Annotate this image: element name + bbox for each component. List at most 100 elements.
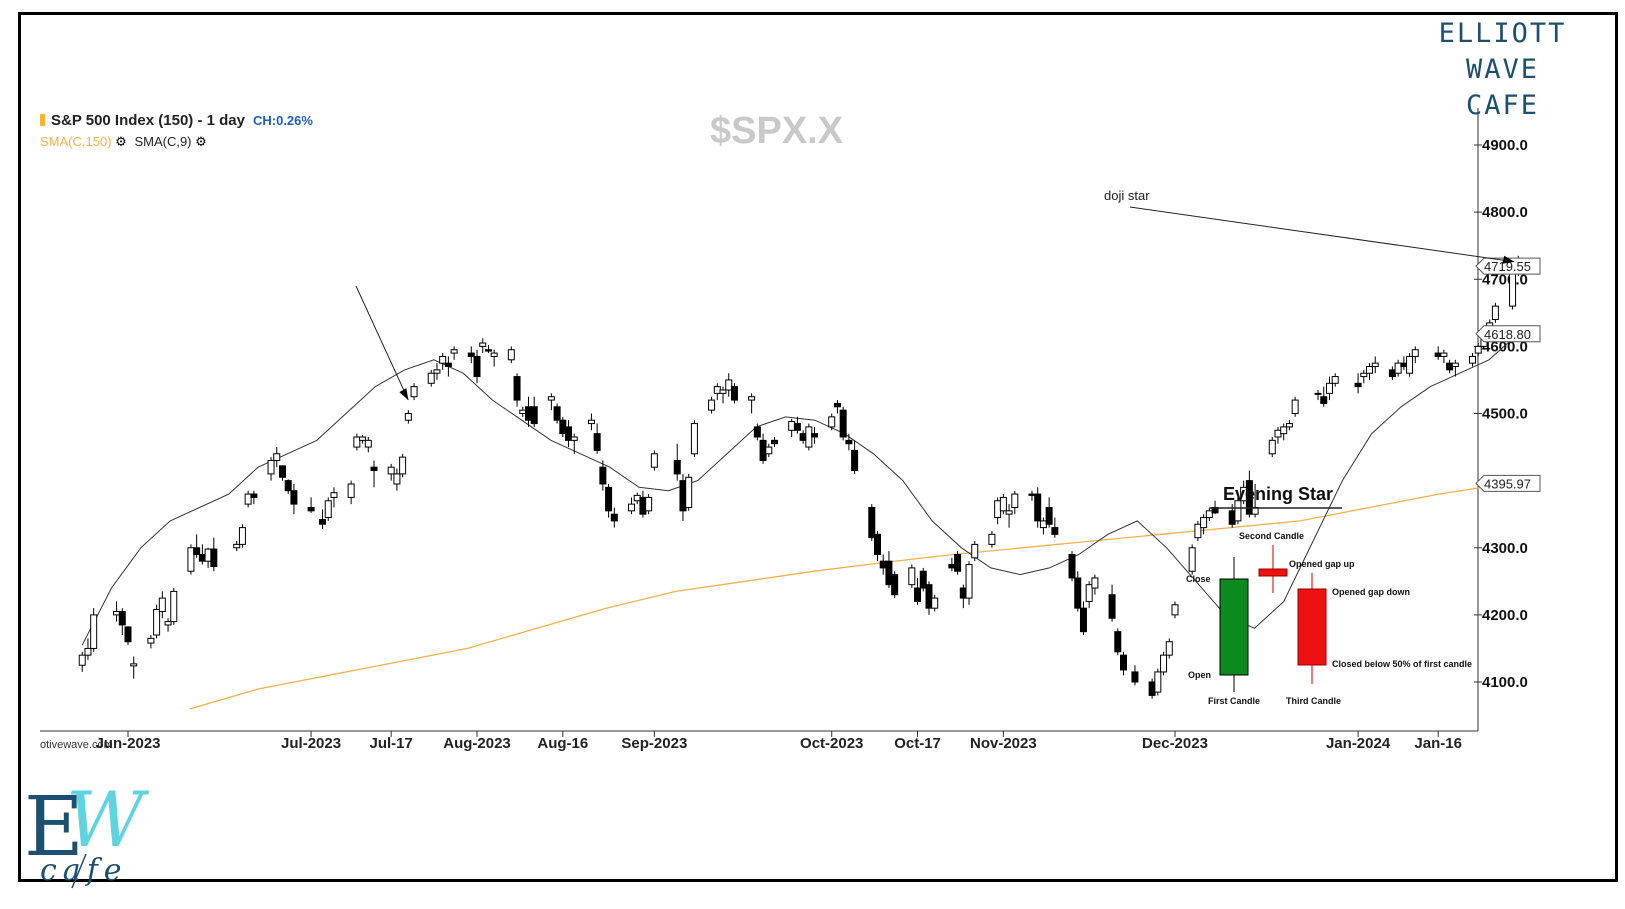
candle [1411, 346, 1419, 364]
candle [793, 416, 801, 434]
bear-candle-body [1079, 607, 1087, 633]
bull-candle-body [999, 496, 1007, 512]
bear-candle-body [679, 480, 687, 512]
bear-candle-body [879, 560, 887, 569]
bull-candle-body [1314, 392, 1322, 395]
bear-candle-body [444, 362, 452, 368]
candle [765, 443, 773, 458]
candle [1245, 470, 1253, 518]
bear-candle-body [513, 376, 521, 401]
sma150-line [189, 482, 1509, 710]
gear-icon[interactable]: ⚙ [115, 134, 127, 149]
bear-candle-body [524, 406, 532, 421]
candle [988, 530, 996, 548]
bear-candle-body [1045, 506, 1053, 525]
sma9-label[interactable]: SMA(C,9) [134, 134, 192, 149]
sma9-line [81, 333, 1519, 646]
candle [204, 547, 212, 568]
candle [410, 383, 418, 401]
bull-candle-body [713, 386, 721, 394]
bull-candle-body [170, 590, 178, 623]
candle [507, 346, 515, 364]
svg-text:E: E [26, 780, 84, 875]
bull-candle-body [113, 611, 121, 616]
candle [845, 433, 853, 451]
bear-candle-body [593, 433, 601, 451]
candle [639, 490, 647, 518]
bull-candle-body [1291, 399, 1299, 415]
bear-candle-body [959, 587, 967, 599]
bull-candle-body [324, 500, 332, 519]
candle [633, 492, 641, 505]
candle [250, 490, 258, 505]
x-tick-label: Dec-2023 [1142, 735, 1208, 752]
bull-candle-body [1085, 584, 1093, 602]
bull-candle-body [765, 446, 773, 455]
bull-candle-body [1491, 305, 1499, 321]
candle [359, 434, 367, 444]
candle [490, 349, 498, 367]
bull-candle-body [404, 413, 412, 421]
candle [965, 561, 973, 605]
candle [347, 480, 355, 505]
candle [1400, 356, 1408, 370]
bear-candle-body [868, 506, 876, 539]
candle [713, 383, 721, 401]
bull-candle-body [1331, 376, 1339, 384]
candle [1388, 366, 1396, 380]
inset-label-close: Close [1186, 574, 1211, 584]
candle [1320, 386, 1328, 407]
bull-candle-body [158, 597, 166, 613]
candle [599, 460, 607, 491]
bear-candle-body [919, 570, 927, 589]
brand-line1: ELLIOTT WAVE [1438, 18, 1567, 85]
candle [130, 656, 138, 679]
bear-candle-body [1148, 681, 1156, 696]
bull-candle-body [387, 466, 395, 475]
candle [1194, 520, 1202, 542]
bull-candle-body [90, 614, 98, 649]
bull-candle-body [187, 547, 195, 572]
candle [210, 537, 218, 572]
candle [273, 447, 281, 468]
bull-candle-body [433, 369, 441, 374]
inset-label-gap-up: Opened gap up [1289, 559, 1355, 569]
inset-label-third: Third Candle [1286, 696, 1341, 706]
bull-candle-body [1194, 523, 1202, 539]
candle [925, 581, 933, 615]
bull-candle-body [971, 543, 979, 559]
bear-candle-body [1120, 654, 1128, 671]
bull-candle-body [1188, 547, 1196, 572]
candle [1446, 359, 1454, 374]
y-tick-label: 4600.0 [1482, 338, 1528, 355]
x-tick-label: Jan-16 [1414, 735, 1462, 752]
bear-candle-body [284, 480, 292, 492]
svg-text:W: W [66, 780, 150, 864]
bull-candle-body [708, 399, 716, 411]
bear-candle-body [885, 560, 893, 586]
bull-candle-body [547, 396, 555, 401]
y-tick-label: 4700.0 [1482, 271, 1528, 288]
bull-candle-body [994, 500, 1002, 519]
bear-candle-body [553, 406, 561, 421]
candle [587, 413, 595, 431]
bull-candle-body [78, 654, 86, 666]
gear-icon[interactable]: ⚙ [195, 134, 207, 149]
candle [1091, 574, 1099, 595]
candle [238, 524, 246, 548]
candle [439, 353, 447, 370]
bear-candle-body [467, 352, 475, 357]
candle [839, 406, 847, 441]
candle [994, 497, 1002, 525]
price-marker-tag [1475, 474, 1541, 492]
bear-candle-body [370, 466, 378, 472]
bear-candle-body [771, 439, 779, 445]
sma150-label[interactable]: SMA(C,150) [40, 134, 112, 149]
bear-candle-body [1400, 362, 1408, 368]
candle [1074, 571, 1082, 612]
candle [725, 373, 733, 397]
bear-candle-body [1354, 382, 1362, 388]
bear-candle-body [1245, 480, 1253, 515]
candle [78, 651, 86, 672]
bull-candle-body [267, 459, 275, 475]
